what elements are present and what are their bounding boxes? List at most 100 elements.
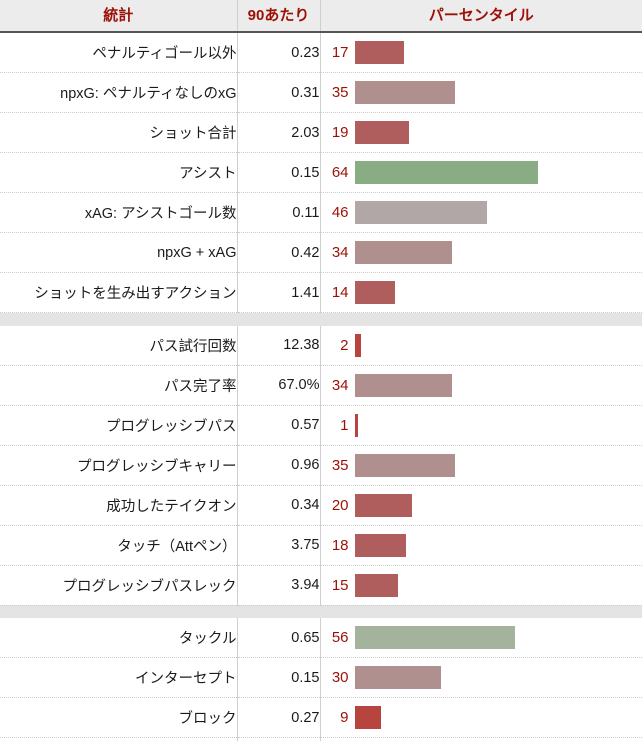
table-row[interactable]: ブロック 0.27 9 [0, 697, 642, 738]
percentile-value-label: 15 [331, 576, 349, 594]
cell-per90-value: 2.03 [237, 112, 321, 153]
percentile-bar [354, 201, 487, 224]
cell-stat-name: プログレッシブキャリー [0, 445, 238, 486]
cell-per90-value: 0.15 [237, 657, 321, 698]
percentile-bar [354, 41, 404, 64]
cell-percentile: 17 [320, 32, 642, 73]
table-row[interactable]: ペナルティゴール以外 0.23 17 [0, 32, 642, 73]
cell-per90-value: 0.27 [237, 697, 321, 738]
percentile-value-label: 2 [340, 336, 349, 354]
cell-per90-value: 0.15 [237, 152, 321, 193]
cell-per90-value: 0.23 [237, 32, 321, 73]
table-row[interactable]: アシスト 0.15 64 [0, 152, 642, 193]
percentile-bar-wrap: 64 [321, 153, 642, 192]
percentile-bar [354, 81, 455, 104]
percentile-bar [354, 413, 358, 437]
percentile-value-label: 1 [340, 416, 349, 434]
percentile-bar [354, 493, 412, 517]
percentile-bar-wrap: 18 [321, 526, 642, 565]
group-separator-band [0, 312, 642, 326]
percentile-value-label: 34 [331, 244, 349, 261]
table-row[interactable]: npxG: ペナルティなしのxG 0.31 35 [0, 72, 642, 113]
cell-percentile: 20 [320, 485, 642, 526]
percentile-bar-wrap: 1 [321, 406, 642, 445]
percentile-bar [354, 281, 395, 304]
table-row[interactable]: パス完了率 67.0% 34 [0, 365, 642, 406]
table-row[interactable]: クリアランス0.7344 [0, 737, 642, 741]
percentile-bar-wrap: 30 [321, 658, 642, 697]
group-separator-band [0, 604, 642, 618]
cell-percentile: 30 [320, 657, 642, 698]
cell-stat-name: ショットを生み出すアクション [0, 272, 238, 313]
cell-stat-name: パス試行回数 [0, 325, 238, 366]
table-row[interactable]: プログレッシブキャリー 0.96 35 [0, 445, 642, 486]
group-separator [0, 604, 642, 618]
cell-percentile: 35 [320, 72, 642, 113]
cell-per90-value: 12.38 [237, 325, 321, 366]
group-separator [0, 312, 642, 326]
table-row[interactable]: npxG + xAG 0.42 34 [0, 232, 642, 273]
table-row[interactable]: 成功したテイクオン 0.34 20 [0, 485, 642, 526]
cell-per90-value: 0.31 [237, 72, 321, 113]
cell-stat-name: プログレッシブパスレック [0, 565, 238, 606]
percentile-bar-wrap: 34 [321, 366, 642, 405]
cell-per90-value: 0.96 [237, 445, 321, 486]
table-row[interactable]: ショットを生み出すアクション 1.41 14 [0, 272, 642, 313]
table-row[interactable]: プログレッシブパス 0.57 1 [0, 405, 642, 446]
percentile-value-label: 64 [331, 164, 349, 181]
percentile-value-label: 46 [331, 204, 349, 221]
cell-percentile: 1 [320, 405, 642, 446]
percentile-bar [354, 373, 452, 397]
percentile-bar-wrap: 19 [321, 113, 642, 152]
percentile-bar-wrap: 35 [321, 446, 642, 485]
table-row[interactable]: タッチ（Attペン） 3.75 18 [0, 525, 642, 566]
cell-percentile: 44 [320, 737, 642, 741]
table-row[interactable]: プログレッシブパスレック 3.94 15 [0, 565, 642, 606]
cell-percentile: 2 [320, 325, 642, 366]
cell-per90-value: 0.11 [237, 192, 321, 233]
percentile-bar [354, 626, 515, 649]
percentile-value-label: 17 [331, 44, 349, 61]
table-header: 統計 90あたり パーセンタイル [0, 0, 642, 33]
cell-stat-name: プログレッシブパス [0, 405, 238, 446]
percentile-bar [354, 706, 381, 729]
cell-percentile: 56 [320, 618, 642, 658]
percentile-value-label: 35 [331, 84, 349, 101]
table-row[interactable]: xAG: アシストゴール数 0.11 46 [0, 192, 642, 233]
cell-stat-name: タッチ（Attペン） [0, 525, 238, 566]
percentile-bar [354, 666, 441, 689]
percentile-bar-wrap: 15 [321, 566, 642, 605]
cell-per90-value: 3.94 [237, 565, 321, 606]
cell-percentile: 34 [320, 365, 642, 406]
cell-per90-value: 1.41 [237, 272, 321, 313]
column-header-percentile[interactable]: パーセンタイル [320, 0, 642, 33]
column-header-stat[interactable]: 統計 [0, 0, 238, 33]
percentile-value-label: 35 [331, 456, 349, 474]
percentile-bar-wrap: 56 [321, 618, 642, 657]
percentile-bar [354, 333, 361, 357]
cell-stat-name: クリアランス [0, 737, 238, 741]
percentile-value-label: 19 [331, 124, 349, 141]
percentile-value-label: 34 [331, 376, 349, 394]
table-row[interactable]: ショット合計 2.03 19 [0, 112, 642, 153]
cell-percentile: 46 [320, 192, 642, 233]
cell-stat-name: アシスト [0, 152, 238, 193]
percentile-bar [354, 573, 398, 597]
cell-stat-name: インターセプト [0, 657, 238, 698]
cell-stat-name: ブロック [0, 697, 238, 738]
table-row[interactable]: タックル 0.65 56 [0, 618, 642, 658]
percentile-bar [354, 121, 409, 144]
cell-percentile: 15 [320, 565, 642, 606]
cell-per90-value: 0.65 [237, 618, 321, 658]
cell-percentile: 35 [320, 445, 642, 486]
table-row[interactable]: パス試行回数 12.38 2 [0, 325, 642, 366]
cell-stat-name: 成功したテイクオン [0, 485, 238, 526]
cell-stat-name: パス完了率 [0, 365, 238, 406]
cell-per90-value: 0.73 [237, 737, 321, 741]
column-header-per90[interactable]: 90あたり [237, 0, 321, 33]
percentile-bar [354, 241, 452, 264]
cell-per90-value: 0.34 [237, 485, 321, 526]
cell-percentile: 18 [320, 525, 642, 566]
table-row[interactable]: インターセプト 0.15 30 [0, 657, 642, 698]
percentile-value-label: 30 [331, 669, 349, 686]
